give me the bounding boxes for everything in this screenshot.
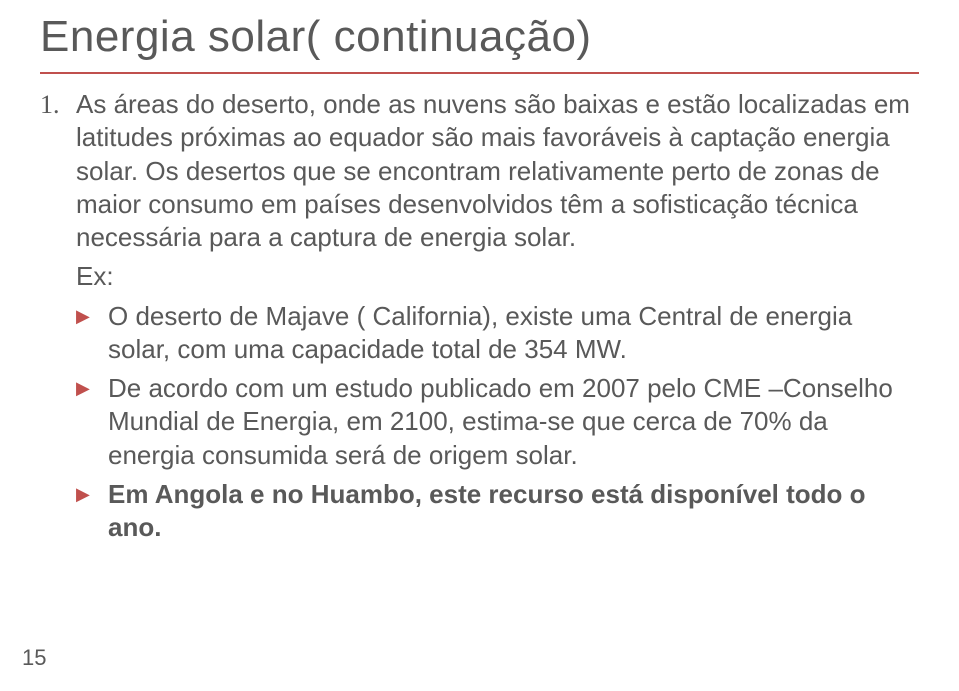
triangle-bullet-icon: ▶ [76,372,108,472]
page-number: 15 [22,645,46,671]
slide-title: Energia solar( continuação) [40,12,919,74]
slide-body: 1. As áreas do deserto, onde as nuvens s… [40,88,919,544]
bullet-item-2: ▶ De acordo com um estudo publicado em 2… [76,372,919,472]
bullet-item-1: ▶ O deserto de Majave ( California), exi… [76,300,919,367]
paragraph-1: As áreas do deserto, onde as nuvens são … [76,88,919,254]
list-number: 1. [40,88,76,254]
numbered-item: 1. As áreas do deserto, onde as nuvens s… [40,88,919,254]
bullet-text-2: De acordo com um estudo publicado em 200… [108,372,919,472]
bullet-text-3: Em Angola e no Huambo, este recurso está… [108,478,919,545]
slide: Energia solar( continuação) 1. As áreas … [0,0,959,691]
bullet-text-1: O deserto de Majave ( California), exist… [108,300,919,367]
bullet-item-3: ▶ Em Angola e no Huambo, este recurso es… [76,478,919,545]
triangle-bullet-icon: ▶ [76,300,108,367]
triangle-bullet-icon: ▶ [76,478,108,545]
example-label: Ex: [76,260,919,293]
